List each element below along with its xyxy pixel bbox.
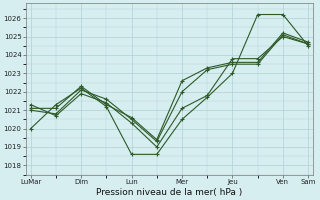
X-axis label: Pression niveau de la mer( hPa ): Pression niveau de la mer( hPa ) [96,188,243,197]
